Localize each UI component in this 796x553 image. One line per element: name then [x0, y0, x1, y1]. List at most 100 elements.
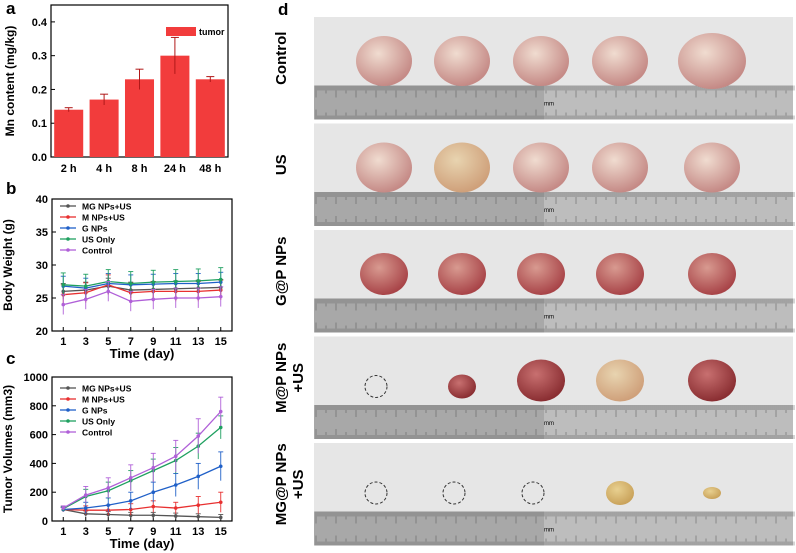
data-point	[218, 294, 223, 299]
bar-chart-mn-content: 0.0 0.1 0.2 0.3 0.4 Mn content (mg/kg) 2 h 4 h 8…	[3, 4, 229, 175]
ruler-unit: mm	[544, 208, 554, 214]
data-point	[173, 454, 178, 459]
legend-marker	[66, 397, 70, 401]
data-point	[196, 279, 201, 283]
tumor-large	[513, 36, 569, 86]
row-label: G@P NPs	[273, 237, 290, 306]
ruler-shadow	[314, 511, 544, 546]
tumor-tiny	[703, 487, 721, 499]
data-point	[151, 513, 156, 518]
photo-row: mm	[314, 230, 795, 333]
ruler-unit: mm	[544, 102, 554, 108]
x-tick-label: 48 h	[199, 163, 221, 175]
tumor-medium	[360, 253, 408, 295]
x-tick-label: 15	[215, 526, 227, 538]
tumor-medium	[688, 359, 736, 402]
tumor-medium	[438, 253, 486, 295]
y-tick-label: 25	[36, 293, 48, 305]
data-point	[173, 514, 178, 518]
x-tick-label: 9	[150, 336, 156, 348]
legend-marker	[66, 248, 70, 252]
x-tick-label: 1	[60, 336, 66, 348]
data-point	[173, 296, 178, 300]
bar	[124, 79, 155, 157]
x-tick-label: 13	[192, 526, 204, 538]
data-point	[83, 506, 88, 510]
x-tick-label: 9	[150, 526, 156, 538]
y-tick-label: 0.0	[32, 152, 47, 164]
y-tick-label: 35	[36, 227, 48, 239]
data-point	[196, 296, 201, 300]
tumor-large	[684, 142, 740, 193]
ruler-unit: mm	[544, 421, 554, 427]
tumor-large	[592, 142, 648, 193]
x-axis-label: Time (day)	[110, 346, 175, 361]
photo-row: mm	[314, 443, 795, 546]
row-label-line2: +US	[290, 363, 307, 393]
x-tick-label: 13	[192, 336, 204, 348]
tumor-medium	[596, 253, 644, 295]
data-point	[196, 474, 201, 479]
empty-site-circle	[521, 481, 545, 505]
data-point	[151, 465, 156, 470]
data-point	[106, 486, 111, 490]
tumor-large	[434, 142, 490, 193]
bar	[195, 79, 225, 157]
ruler-unit: mm	[544, 528, 554, 534]
x-tick-label: 11	[170, 526, 182, 538]
data-point	[173, 279, 178, 284]
y-tick-label: 0.3	[32, 51, 47, 63]
y-tick-label: 800	[30, 401, 48, 413]
series-line	[63, 508, 221, 519]
data-point	[128, 299, 133, 304]
x-axis-label: Time (day)	[110, 536, 175, 551]
data-point	[218, 409, 223, 414]
series-line	[63, 290, 221, 306]
y-tick-label: 0.4	[32, 17, 48, 29]
panel-label-b: b	[6, 179, 16, 198]
data-point	[128, 507, 133, 512]
legend-label: G NPs	[82, 406, 108, 416]
row-label-line2: +US	[290, 469, 307, 499]
row-label: US	[273, 154, 290, 175]
y-tick-label: 40	[36, 194, 48, 206]
data-point	[106, 503, 111, 507]
tumor-small	[606, 481, 634, 505]
tumor-large	[513, 142, 569, 193]
y-axis-label: Tumor Volumes (mm3)	[1, 385, 15, 513]
x-tick-label: 11	[170, 336, 182, 348]
x-tick-label: 7	[128, 526, 134, 538]
data-point	[218, 425, 223, 430]
empty-site-circle	[364, 481, 388, 505]
ruler-shadow	[314, 405, 544, 439]
data-point	[151, 297, 156, 302]
x-tick-label: 24 h	[164, 163, 186, 175]
legend-label: tumor	[199, 27, 225, 37]
x-tick-label: 15	[215, 336, 227, 348]
tumor-medium	[596, 359, 644, 402]
panel-label-d: d	[278, 0, 288, 19]
y-tick-label: 400	[30, 458, 48, 470]
legend-label: US Only	[82, 235, 115, 245]
legend-label: MG NPs+US	[82, 384, 132, 394]
plot-frame	[51, 376, 233, 522]
legend-marker	[66, 237, 70, 241]
data-point	[173, 506, 178, 510]
photo-row: mm	[314, 17, 795, 120]
data-point	[61, 302, 66, 307]
series-line	[63, 281, 221, 289]
row-label: M@P NPs	[273, 343, 290, 413]
panel-label-a: a	[6, 0, 16, 18]
tumor-xlarge	[678, 33, 746, 89]
data-point	[83, 493, 88, 497]
plot-frame	[51, 198, 233, 332]
data-point	[196, 503, 201, 507]
panel-label-c: c	[6, 349, 15, 368]
x-tick-label: 3	[83, 336, 89, 348]
empty-site-circle	[442, 481, 466, 505]
tumor-large	[356, 36, 412, 86]
x-tick-label: 7	[128, 336, 134, 348]
series-line	[63, 285, 221, 293]
